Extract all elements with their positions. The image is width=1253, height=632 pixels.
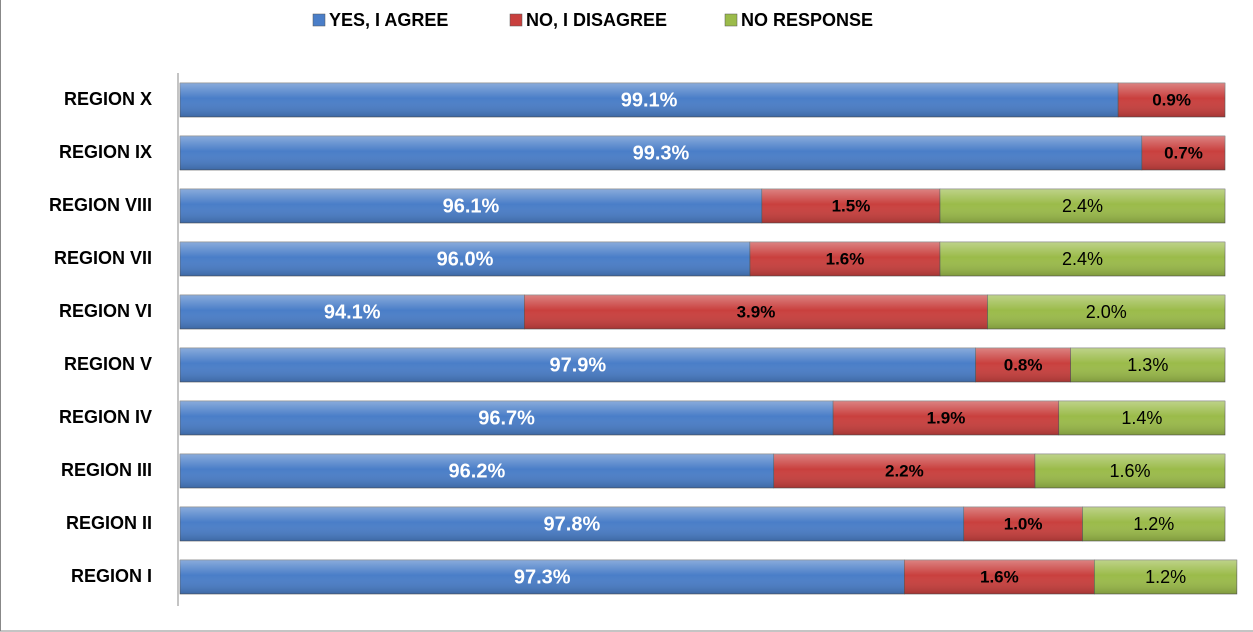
- data-label: 1.0%: [1004, 514, 1043, 533]
- data-label: 97.3%: [514, 566, 571, 588]
- data-label: 99.3%: [633, 142, 690, 164]
- data-label: 99.1%: [621, 89, 678, 111]
- y-tick-label: REGION X: [64, 89, 152, 109]
- data-label: 1.2%: [1145, 567, 1186, 587]
- data-label: 0.8%: [1004, 355, 1043, 374]
- data-label: 2.0%: [1086, 302, 1127, 322]
- data-label: 97.9%: [549, 354, 606, 376]
- data-label: 1.6%: [980, 567, 1019, 586]
- data-label: 1.6%: [1109, 461, 1150, 481]
- data-label: 97.8%: [544, 513, 601, 535]
- data-label: 0.9%: [1152, 90, 1191, 109]
- data-label: 96.2%: [449, 460, 506, 482]
- data-label: 1.4%: [1121, 408, 1162, 428]
- y-tick-label: REGION I: [71, 566, 152, 586]
- data-label: 96.7%: [478, 407, 535, 429]
- legend-label: YES, I AGREE: [329, 10, 448, 30]
- data-label: 1.2%: [1133, 514, 1174, 534]
- legend-swatch: [509, 13, 523, 27]
- data-label: 96.1%: [443, 195, 500, 217]
- legend-swatch: [312, 13, 326, 27]
- data-label: 96.0%: [437, 248, 494, 270]
- y-tick-label: REGION IV: [59, 407, 152, 427]
- data-label: 0.7%: [1164, 143, 1203, 162]
- data-label: 1.9%: [927, 408, 966, 427]
- legend-swatch: [724, 13, 738, 27]
- data-label: 1.6%: [826, 249, 865, 268]
- y-tick-label: REGION III: [61, 460, 152, 480]
- legend-label: NO, I DISAGREE: [526, 10, 667, 30]
- y-tick-label: REGION V: [64, 354, 152, 374]
- data-label: 2.4%: [1062, 196, 1103, 216]
- y-tick-label: REGION VII: [54, 248, 152, 268]
- data-label: 1.5%: [832, 196, 871, 215]
- y-tick-label: REGION VI: [59, 301, 152, 321]
- data-label: 2.4%: [1062, 249, 1103, 269]
- data-label: 94.1%: [324, 301, 381, 323]
- data-label: 1.3%: [1127, 355, 1168, 375]
- y-tick-label: REGION VIII: [49, 195, 152, 215]
- data-label: 2.2%: [885, 461, 924, 480]
- data-label: 3.9%: [737, 302, 776, 321]
- legend-label: NO RESPONSE: [741, 10, 873, 30]
- y-tick-label: REGION II: [66, 513, 152, 533]
- y-tick-label: REGION IX: [59, 142, 152, 162]
